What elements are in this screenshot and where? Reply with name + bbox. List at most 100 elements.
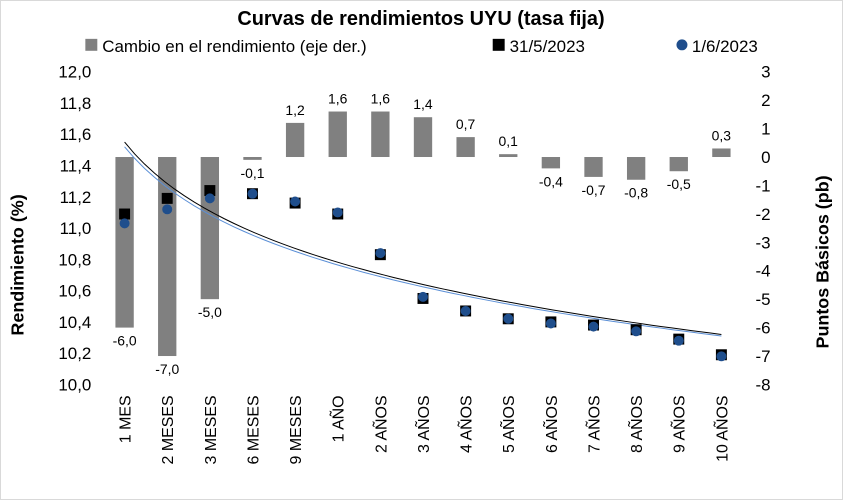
change-bar — [584, 157, 603, 177]
change-bar — [712, 148, 731, 158]
change-bar — [371, 111, 390, 158]
x-category-label: 9 AÑOS — [669, 395, 689, 453]
left-tick-label: 11,2 — [60, 188, 92, 207]
right-tick-label: -8 — [756, 375, 771, 394]
right-tick-label: 0 — [761, 148, 770, 167]
left-tick-label: 12,0 — [58, 63, 91, 82]
marker-31-5-2023 — [119, 208, 131, 220]
x-category-label: 6 MESES — [245, 395, 262, 464]
left-tick-label: 11,4 — [60, 157, 92, 176]
change-bar — [285, 122, 305, 158]
legend-label-31-5: 31/5/2023 — [510, 37, 585, 56]
change-bar — [626, 157, 646, 180]
marker-1-6-2023 — [162, 204, 173, 215]
right-tick-label: -4 — [756, 262, 771, 281]
bar-value-label: -0,5 — [667, 176, 691, 192]
legend-swatch-31-5 — [492, 38, 505, 51]
change-bar — [158, 157, 177, 357]
legend-label-1-6: 1/6/2023 — [692, 37, 758, 56]
left-tick-label: 10,2 — [58, 344, 91, 363]
right-tick-label: 2 — [761, 91, 770, 110]
left-tick-label: 10,6 — [58, 282, 91, 301]
marker-1-6-2023 — [503, 313, 514, 324]
right-tick-label: -7 — [756, 347, 771, 366]
right-axis-title: Puntos Básicos (pb) — [812, 175, 832, 348]
bar-value-label: 0,1 — [499, 133, 519, 149]
right-tick-label: 3 — [761, 63, 770, 82]
bar-value-label: 1,6 — [328, 91, 348, 107]
right-tick-label: -3 — [756, 233, 771, 252]
marker-series — [119, 185, 727, 362]
bar-data-labels: -6,0 -7,0 -5,0 -0,1 1,2 1,6 1,6 1,4 0,7 0,1 -0,4 -0… — [113, 91, 732, 377]
marker-1-6-2023 — [290, 196, 301, 207]
x-category-label: 8 AÑOS — [626, 395, 646, 453]
x-category-label: 10 AÑOS — [711, 395, 731, 461]
x-category-label: 1 AÑO — [328, 395, 348, 442]
right-tick-label: -5 — [756, 290, 771, 309]
bar-value-label: 1,4 — [413, 96, 433, 112]
marker-1-6-2023 — [460, 305, 471, 316]
bar-value-label: 0,7 — [456, 116, 476, 132]
bar-value-label: -0,8 — [624, 185, 648, 201]
marker-1-6-2023 — [545, 318, 556, 329]
legend-label-bars: Cambio en el rendimiento (eje der.) — [102, 37, 366, 56]
bar-value-label: -0,1 — [240, 165, 264, 181]
x-category-label: 3 MESES — [203, 395, 220, 464]
bar-value-label: 1,2 — [285, 102, 305, 118]
x-category-label: 6 AÑOS — [541, 395, 561, 453]
left-tick-label: 11,8 — [60, 94, 92, 113]
bar-series — [115, 111, 731, 357]
x-category-label: 5 AÑOS — [498, 395, 518, 453]
x-category-label: 3 AÑOS — [413, 395, 433, 453]
left-tick-label: 11,6 — [60, 125, 92, 144]
change-bar — [413, 117, 433, 158]
bar-value-label: -7,0 — [155, 361, 179, 377]
right-axis-ticks: -8 -7 -6 -5 -4 -3 -2 -1 0 1 2 3 — [756, 63, 771, 395]
right-tick-label: -1 — [756, 176, 771, 195]
x-category-label: 9 MESES — [288, 395, 305, 464]
x-axis-ticks: 1 MES 2 MESES 3 MESES 6 MESES 9 MESES 1 AÑO 2 … — [118, 395, 732, 464]
bar-value-label: -0,7 — [581, 182, 605, 198]
x-category-label: 2 AÑOS — [370, 395, 390, 453]
change-bar — [200, 157, 220, 300]
change-bar — [669, 157, 688, 172]
bar-value-label: 0,3 — [712, 128, 732, 144]
trendline — [124, 141, 722, 335]
marker-1-6-2023 — [119, 218, 130, 229]
marker-1-6-2023 — [204, 193, 215, 204]
change-bar — [115, 157, 134, 328]
left-tick-label: 10,4 — [58, 313, 91, 332]
change-bar — [499, 154, 518, 158]
left-tick-label: 10,0 — [58, 375, 91, 394]
marker-1-6-2023 — [375, 248, 386, 259]
legend-swatch-bars — [85, 38, 98, 51]
right-tick-label: -2 — [756, 205, 771, 224]
right-tick-label: 1 — [761, 120, 770, 139]
x-category-label: 4 AÑOS — [456, 395, 476, 453]
x-category-label: 2 MESES — [160, 395, 177, 464]
legend: Cambio en el rendimiento (eje der.) 31/5… — [85, 37, 758, 56]
legend-swatch-1-6 — [676, 39, 688, 51]
chart-title: Curvas de rendimientos UYU (tasa fija) — [237, 8, 604, 30]
marker-1-6-2023 — [332, 207, 343, 218]
bar-value-label: -5,0 — [198, 304, 222, 320]
trendline — [124, 146, 722, 337]
marker-31-5-2023 — [161, 192, 173, 204]
marker-1-6-2023 — [247, 188, 258, 199]
bar-value-label: -0,4 — [539, 173, 563, 189]
left-axis-title: Rendimiento (%) — [8, 194, 28, 335]
marker-1-6-2023 — [631, 326, 642, 337]
marker-1-6-2023 — [418, 291, 428, 302]
bar-value-label: -6,0 — [113, 333, 137, 349]
bar-value-label: 1,6 — [371, 91, 391, 107]
marker-1-6-2023 — [673, 335, 684, 346]
x-category-label: 1 MES — [118, 395, 135, 443]
change-bar — [541, 157, 561, 169]
marker-1-6-2023 — [588, 321, 599, 332]
change-bar — [243, 157, 262, 160]
left-axis-ticks: 10,0 10,2 10,4 10,6 10,8 11,0 11,2 11,4 11,6 11,8… — [58, 63, 91, 395]
x-category-label: 7 AÑOS — [583, 395, 603, 453]
left-tick-label: 10,8 — [58, 250, 91, 269]
change-bar — [328, 111, 347, 158]
